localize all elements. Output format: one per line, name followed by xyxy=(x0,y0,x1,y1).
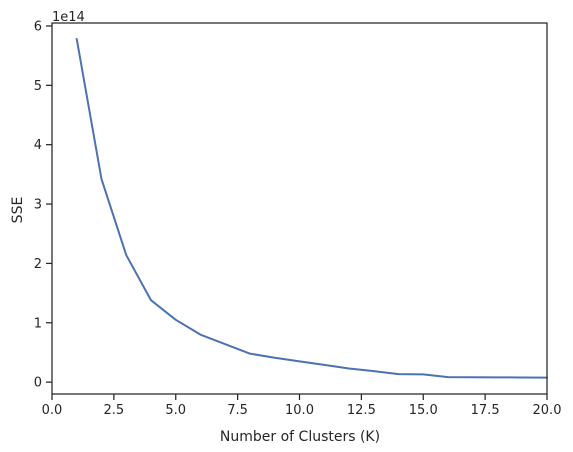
x-tick-label: 0.0 xyxy=(42,403,63,418)
y-tick-label: 0 xyxy=(34,376,42,391)
x-tick-label: 15.0 xyxy=(409,403,438,418)
y-tick-label: 5 xyxy=(34,79,42,94)
y-tick-label: 4 xyxy=(34,138,42,153)
series-line xyxy=(75,38,548,379)
y-tick-label: 6 xyxy=(34,19,42,34)
x-axis-label: Number of Clusters (K) xyxy=(220,429,380,445)
y-axis-label: SSE xyxy=(10,197,26,224)
x-tick-label: 20.0 xyxy=(533,403,562,418)
y-axis-ticks: 0 1 2 3 4 5 6 xyxy=(34,19,52,391)
y-tick-label: 2 xyxy=(34,257,42,272)
x-tick-label: 12.5 xyxy=(347,403,376,418)
x-tick-label: 10.0 xyxy=(285,403,314,418)
x-axis-ticks: 0.0 2.5 5.0 7.5 10.0 12.5 15.0 17.5 20.0 xyxy=(42,394,562,418)
x-tick-label: 17.5 xyxy=(471,403,500,418)
y-axis-offset-label: 1e14 xyxy=(52,10,85,25)
x-tick-label: 5.0 xyxy=(165,403,186,418)
axes-frame xyxy=(51,22,548,395)
plot-area xyxy=(75,38,548,379)
y-tick-label: 1 xyxy=(34,316,42,331)
x-tick-label: 7.5 xyxy=(227,403,248,418)
y-tick-label: 3 xyxy=(34,198,42,213)
x-tick-label: 2.5 xyxy=(104,403,125,418)
